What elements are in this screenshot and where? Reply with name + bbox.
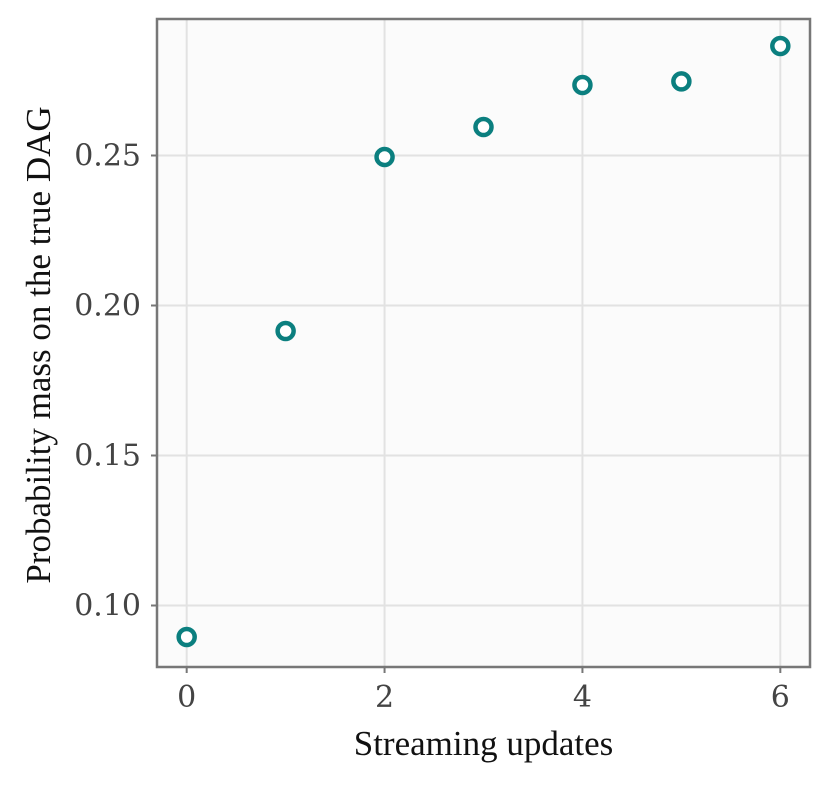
data-point [176,626,197,648]
plot-frame [155,17,812,669]
data-point [770,35,791,57]
y-tick-label: 0.10 [74,589,141,624]
x-tick-label: 2 [375,680,394,715]
y-tick-label: 0.25 [74,139,141,174]
x-tick-label: 0 [177,680,196,715]
plot-background [157,19,810,667]
x-tick-label: 4 [573,680,592,715]
data-points [176,35,791,648]
y-tick-label: 0.15 [74,439,141,474]
y-tick-label: 0.20 [74,289,141,324]
y-axis-label: Probability mass on the true DAG [19,106,58,583]
grid [157,19,810,667]
y-tick-labels: 0.10 0.15 0.20 0.25 [74,139,141,624]
data-point [473,116,494,138]
data-point [671,71,692,92]
x-axis-label: Streaming updates [354,724,614,763]
data-point [572,74,593,96]
x-tick-labels: 0 2 4 6 [177,680,790,715]
data-point [374,146,395,168]
data-point [275,320,296,342]
x-tick-label: 6 [771,680,790,715]
